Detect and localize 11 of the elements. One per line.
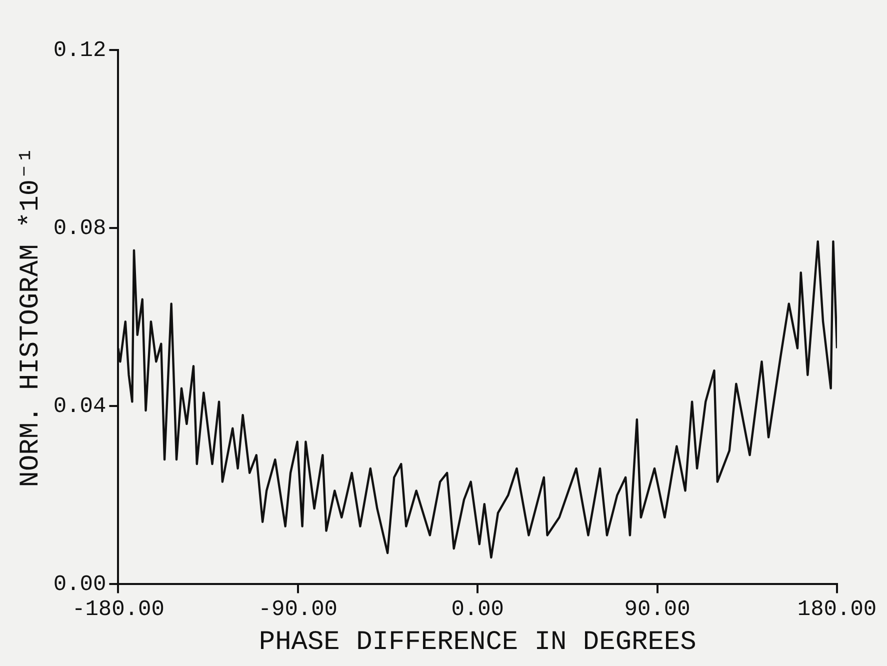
x-tick-label: 90.00: [624, 597, 690, 622]
x-tick-label: 0.00: [451, 597, 504, 622]
y-axis-title: NORM. HISTOGRAM *10⁻¹: [16, 146, 46, 488]
x-tick-label: -90.00: [258, 597, 338, 622]
y-tick-label: 0.08: [53, 216, 106, 241]
x-tick-label: -180.00: [72, 597, 164, 622]
y-tick-label: 0.00: [53, 572, 106, 598]
y-tick-label: 0.04: [53, 394, 106, 419]
x-axis-title: PHASE DIFFERENCE IN DEGREES: [258, 628, 696, 658]
y-tick-label: 0.12: [53, 38, 106, 63]
x-tick-label: 180.00: [797, 597, 877, 622]
